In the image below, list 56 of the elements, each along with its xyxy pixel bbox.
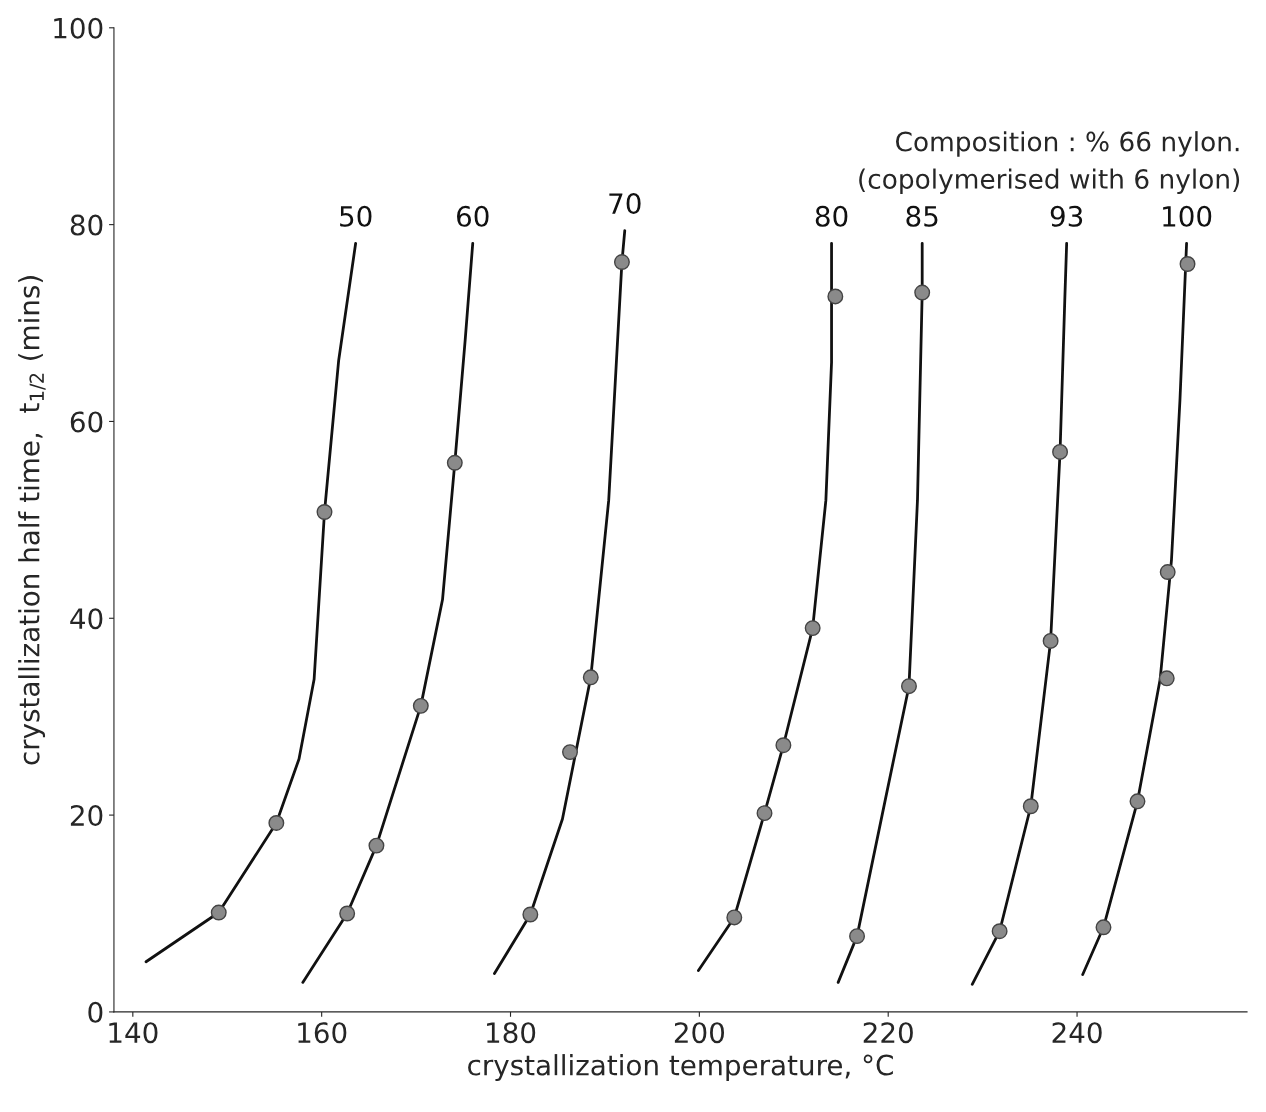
series-label: 80 [815,205,848,227]
point [1052,443,1069,460]
x-tick-label: 200 [674,1022,725,1044]
annotation: Composition : % 66 nylon. [896,131,1239,157]
series-label: 85 [906,205,938,227]
point [991,923,1008,940]
point [849,928,866,945]
x-tick-label: 160 [298,1022,347,1044]
y-tick-label: 60 [70,411,103,433]
y-tick-label: 80 [70,214,103,236]
point [914,284,931,301]
line-series [301,241,475,984]
point [900,678,917,695]
point [210,904,227,921]
point [316,504,333,520]
point [726,909,743,926]
x-axis-title: crystallization temperature, °C [468,1054,893,1081]
point [1042,632,1059,649]
point [562,744,578,761]
y-tick-label: 0 [88,1001,103,1023]
line-series [144,241,358,964]
y-tick-label: 20 [70,805,103,827]
point [1129,793,1146,810]
y-axis-title: crystallization half time, t$_{1/2}$ (mins) [18,276,46,765]
point [412,697,429,714]
y-tick-label: 40 [70,608,103,630]
series-label: 50 [340,205,372,227]
line-series [697,241,833,972]
point [1158,670,1175,687]
point [804,620,821,637]
point [1159,564,1176,580]
point [339,905,356,922]
y-tick-label: 100 [54,17,103,39]
point [368,837,385,854]
point [1095,919,1112,936]
series-label: 100 [1163,205,1212,227]
series-label: 60 [457,205,489,227]
point [522,906,539,923]
point [613,254,630,270]
line-series [970,241,1069,986]
annotation: (copolymerised with 6 nylon) [859,168,1240,195]
point [1022,798,1039,815]
x-tick-label: 180 [487,1022,536,1044]
point [268,814,285,831]
series-label: 70 [609,193,641,215]
x-tick-label: 220 [863,1022,913,1044]
point [446,454,463,471]
point [756,805,773,822]
point [775,737,792,754]
point [582,669,599,686]
point [827,288,844,305]
line-series [1081,241,1188,976]
series-label: 93 [1050,205,1083,227]
x-tick-label: 240 [1052,1022,1102,1044]
x-tick-label: 140 [109,1022,158,1044]
point [1179,256,1196,272]
